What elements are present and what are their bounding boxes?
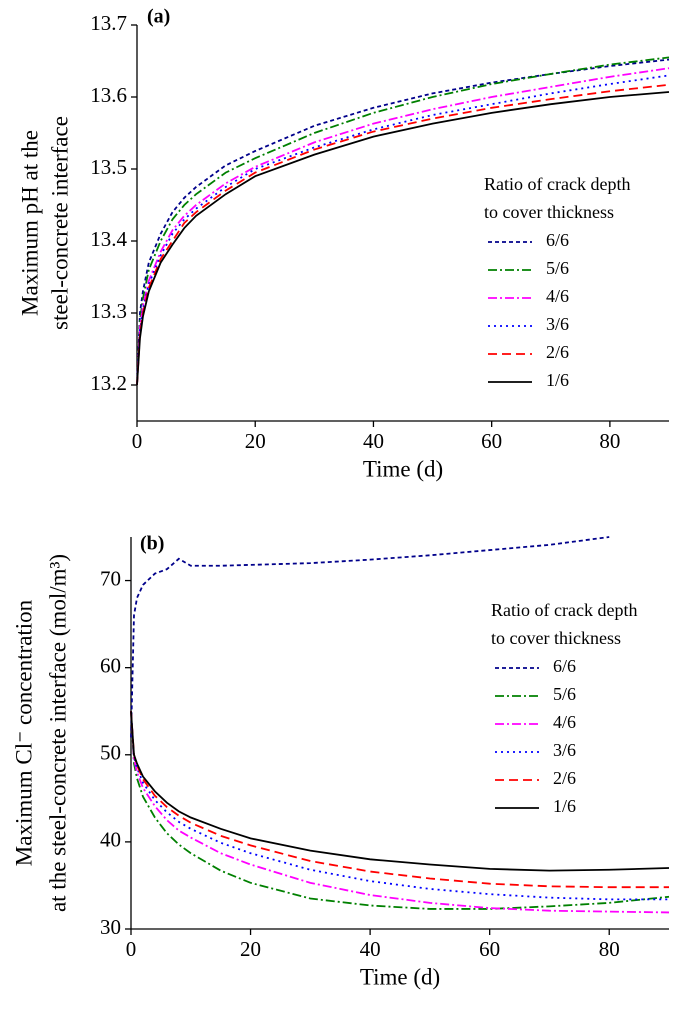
- x-axis-label: Time (d): [363, 456, 443, 481]
- y-tick-label: 40: [100, 828, 121, 852]
- legend-label: 6/6: [553, 656, 576, 676]
- y-tick-label: 70: [100, 566, 121, 590]
- panel: 0 20 40 60 80 30 40 50 60 70 Time (d) Maximum Cl⁻ c…: [11, 533, 670, 989]
- data-line: [136, 74, 670, 386]
- data-line: [136, 67, 670, 386]
- y-axis-label: Maximum pH at the: [17, 130, 42, 316]
- x-tick-label: 20: [240, 937, 261, 961]
- x-tick-label: 0: [132, 429, 143, 453]
- panel: 0 20 40 60 80 13.2 13.3 13.4 13.5 13.6 13.7 Time (d…: [17, 6, 670, 481]
- legend-label: 5/6: [553, 684, 576, 704]
- legend-label: 6/6: [546, 230, 569, 250]
- y-tick-label: 50: [100, 741, 121, 765]
- x-tick-label: 20: [245, 429, 266, 453]
- y-tick-label: 60: [100, 653, 121, 677]
- data-line: [130, 711, 670, 910]
- data-line: [130, 711, 669, 901]
- panel-label: (a): [147, 6, 170, 28]
- y-tick-label: 13.7: [90, 11, 127, 35]
- data-line: [136, 56, 670, 386]
- x-tick-label: 0: [126, 937, 137, 961]
- x-axis-label: Time (d): [360, 964, 440, 989]
- legend-title: to cover thickness: [484, 202, 614, 222]
- legend-label: 2/6: [553, 768, 576, 788]
- legend-label: 2/6: [546, 342, 569, 362]
- data-line: [130, 711, 670, 914]
- data-line: [136, 58, 670, 386]
- y-tick-label: 13.3: [90, 299, 127, 323]
- legend-label: 4/6: [546, 286, 569, 306]
- legend-label: 3/6: [546, 314, 569, 334]
- legend-label: 1/6: [553, 796, 576, 816]
- y-axis-label: at the steel-concrete interface (mol/m³): [45, 554, 70, 912]
- y-tick-label: 13.6: [90, 83, 127, 107]
- legend-label: 3/6: [553, 740, 576, 760]
- legend-label: 1/6: [546, 370, 569, 390]
- legend-title: Ratio of crack depth: [491, 600, 637, 620]
- data-line: [130, 711, 670, 872]
- y-axis-label: steel-concrete interface: [47, 116, 72, 330]
- x-tick-label: 80: [599, 937, 620, 961]
- x-tick-label: 60: [479, 937, 500, 961]
- x-tick-label: 60: [481, 429, 502, 453]
- y-tick-label: 13.2: [90, 371, 127, 395]
- x-tick-label: 40: [363, 429, 384, 453]
- legend-title: to cover thickness: [491, 628, 621, 648]
- y-tick-label: 13.4: [90, 227, 127, 251]
- data-line: [136, 91, 670, 386]
- y-axis-label: Maximum Cl⁻ concentration: [11, 599, 36, 866]
- legend-label: 4/6: [553, 712, 576, 732]
- data-line: [130, 536, 610, 738]
- y-tick-label: 30: [100, 915, 121, 939]
- x-tick-label: 40: [360, 937, 381, 961]
- legend-label: 5/6: [546, 258, 569, 278]
- data-line: [130, 711, 669, 889]
- y-tick-label: 13.5: [90, 155, 127, 179]
- x-tick-label: 80: [599, 429, 620, 453]
- panel-label: (b): [140, 533, 164, 555]
- legend-title: Ratio of crack depth: [484, 174, 630, 194]
